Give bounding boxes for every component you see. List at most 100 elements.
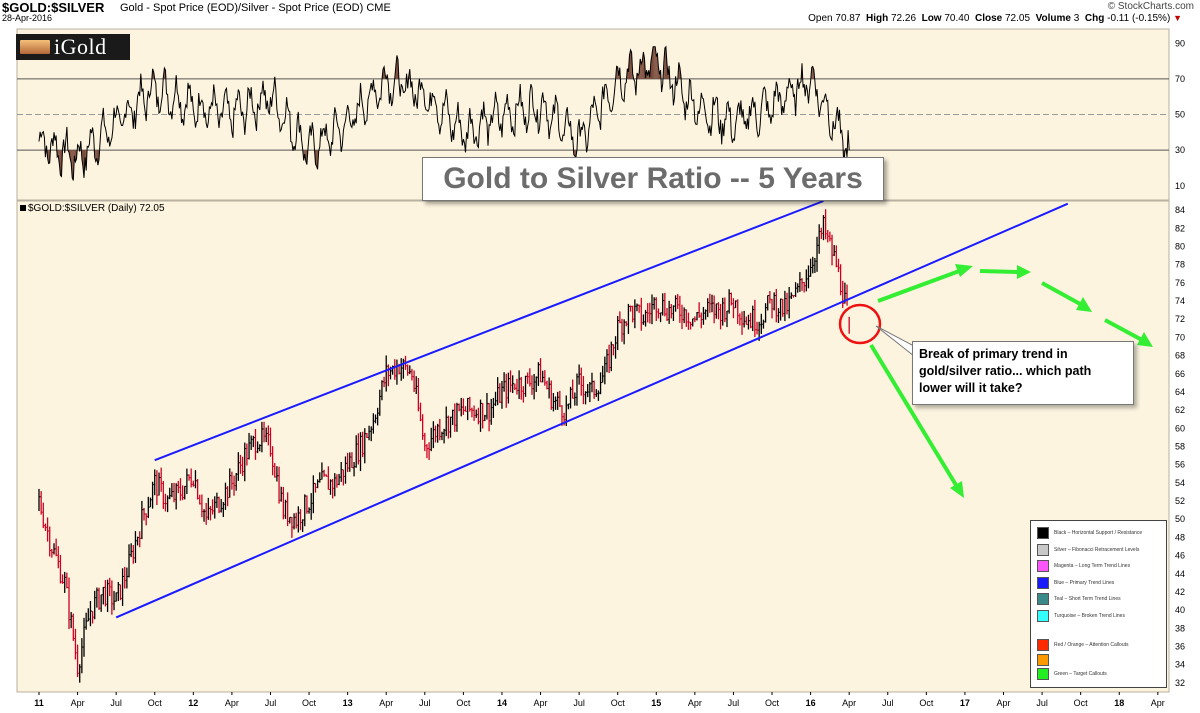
- price-tick-label: 40: [1175, 605, 1185, 615]
- price-tick-label: 58: [1175, 442, 1185, 452]
- path-down-arrowhead: [950, 481, 964, 498]
- path-up-arrow-1: [877, 268, 963, 303]
- high-label: High: [866, 13, 889, 24]
- trend-lines: [115, 200, 1069, 619]
- primary-trend-line: [115, 309, 824, 619]
- x-tick-label: Apr: [379, 698, 393, 708]
- price-tick-label: 66: [1175, 369, 1185, 379]
- x-tick-label: 15: [651, 698, 661, 708]
- legend-swatch: [1037, 668, 1049, 681]
- chart-date: 28-Apr-2016: [2, 13, 53, 23]
- legend-item: Black – Horizontal Support / Resistance: [1037, 525, 1160, 542]
- legend-swatch: [1037, 560, 1049, 573]
- overbought-fill-segment: [642, 51, 644, 79]
- symbol-description: Gold - Spot Price (EOD)/Silver - Spot Pr…: [120, 2, 391, 14]
- price-series-text: $GOLD:$SILVER (Daily) 72.05: [28, 203, 165, 214]
- x-tick-label: Apr: [996, 698, 1010, 708]
- price-tick-label: 36: [1175, 642, 1185, 652]
- x-tick-label: 11: [34, 698, 44, 708]
- path-up-arrow-4: [1104, 318, 1143, 342]
- x-tick-label: Oct: [456, 698, 471, 708]
- x-tick-label: 13: [343, 698, 353, 708]
- indicator-line: [38, 45, 850, 181]
- chg-label: Chg: [1084, 13, 1105, 24]
- legend-label: Green – Target Callouts: [1054, 671, 1107, 678]
- ohlc-readout: Open 70.87 High 72.26 Low 70.40 Close 72…: [808, 13, 1182, 24]
- brand-label[interactable]: © StockCharts.com: [1107, 1, 1194, 12]
- path-up-arrowhead-4: [1137, 332, 1153, 347]
- x-tick-label: Oct: [302, 698, 317, 708]
- indicator-tick-label: 90: [1175, 38, 1185, 48]
- price-tick-label: 48: [1175, 532, 1185, 542]
- legend-item: Green – Target Callouts: [1037, 666, 1160, 683]
- x-tick-label: Oct: [148, 698, 163, 708]
- legend-item: Turquoise – Broken Trend Lines: [1037, 608, 1160, 625]
- low-value: 70.40: [944, 13, 970, 24]
- legend-label: Red / Orange – Attention Callouts: [1054, 642, 1129, 648]
- price-series-label: $GOLD:$SILVER (Daily) 72.05: [20, 203, 165, 214]
- x-tick-label: Apr: [842, 698, 856, 708]
- logo-text: iGold: [54, 34, 107, 59]
- x-tick-label: Oct: [611, 698, 626, 708]
- open-value: 70.87: [835, 13, 861, 24]
- price-tick-label: 52: [1175, 496, 1185, 506]
- close-label: Close: [974, 13, 1003, 24]
- price-tick-label: 72: [1175, 314, 1185, 324]
- price-tick-label: 68: [1175, 351, 1185, 361]
- price-tick-label: 82: [1175, 223, 1185, 233]
- price-tick-label: 32: [1175, 678, 1185, 688]
- price-tick-label: 46: [1175, 551, 1185, 561]
- path-up-arrow-2: [979, 269, 1019, 274]
- legend-item: Teal – Short Term Trend Lines: [1037, 591, 1160, 608]
- legend-spacer: [1037, 624, 1160, 639]
- price-tick-label: 64: [1175, 387, 1185, 397]
- x-tick-label: 14: [497, 698, 507, 708]
- legend-swatch: [1037, 609, 1049, 622]
- legend-label: Turquoise – Broken Trend Lines: [1054, 612, 1125, 619]
- price-tick-label: 76: [1175, 278, 1185, 288]
- x-tick-label: Oct: [919, 698, 934, 708]
- overbought-fill-segment: [664, 46, 666, 79]
- break-callout: Break of primary trend in gold/silver ra…: [912, 341, 1134, 405]
- close-value: 72.05: [1004, 13, 1031, 24]
- price-tick-label: 34: [1175, 660, 1185, 670]
- price-tick-label: 74: [1175, 296, 1185, 306]
- price-tick-label: 62: [1175, 405, 1185, 415]
- x-tick-label: 18: [1114, 698, 1124, 708]
- volume-value: 3: [1073, 13, 1080, 24]
- symbol-label: $GOLD:$SILVER: [2, 0, 105, 15]
- legend-label: Teal – Short Term Trend Lines: [1054, 596, 1121, 603]
- x-tick-label: Jul: [728, 698, 740, 708]
- price-tick-label: 60: [1175, 423, 1185, 433]
- price-panel-bg: [16, 200, 1170, 693]
- x-tick-label: Jul: [573, 698, 585, 708]
- legend-item: Red / Orange – Attention Callouts: [1037, 639, 1160, 666]
- price-tick-label: 38: [1175, 623, 1185, 633]
- legend-item: Silver – Fibonacci Retracement Levels: [1037, 542, 1160, 559]
- x-tick-label: Apr: [225, 698, 239, 708]
- overbought-fill-segment: [656, 53, 658, 79]
- path-up-arrowhead-3: [1076, 297, 1092, 312]
- legend-item: Magenta – Long Term Trend Lines: [1037, 558, 1160, 575]
- price-tick-label: 56: [1175, 460, 1185, 470]
- x-tick-label: Apr: [534, 698, 548, 708]
- primary-trend-line: [823, 202, 1069, 312]
- legend-label: Blue – Primary Trend Lines: [1054, 579, 1115, 586]
- oversold-fill-segment: [60, 150, 62, 177]
- price-tick-label: 78: [1175, 260, 1185, 270]
- legend-box: Black – Horizontal Support / Resistance …: [1030, 520, 1167, 688]
- x-axis: 11 Apr Jul Oct 12 Apr Jul Oct 13 Apr Jul Oct 14 Apr Ju…: [34, 692, 1165, 708]
- price-marker-icon: [20, 205, 26, 211]
- x-tick-label: Jul: [265, 698, 277, 708]
- price-tick-label: 44: [1175, 569, 1185, 579]
- open-label: Open: [808, 13, 833, 24]
- high-value: 72.26: [891, 13, 917, 24]
- x-tick-label: Jul: [882, 698, 894, 708]
- indicator-tick-label: 50: [1175, 110, 1185, 120]
- legend-item: Blue – Primary Trend Lines: [1037, 575, 1160, 592]
- x-tick-label: 17: [960, 698, 970, 708]
- indicator-tick-label: 70: [1175, 74, 1185, 84]
- x-tick-label: 12: [188, 698, 198, 708]
- gold-bar-icon: [20, 40, 50, 54]
- legend-label: Magenta – Long Term Trend Lines: [1054, 563, 1131, 570]
